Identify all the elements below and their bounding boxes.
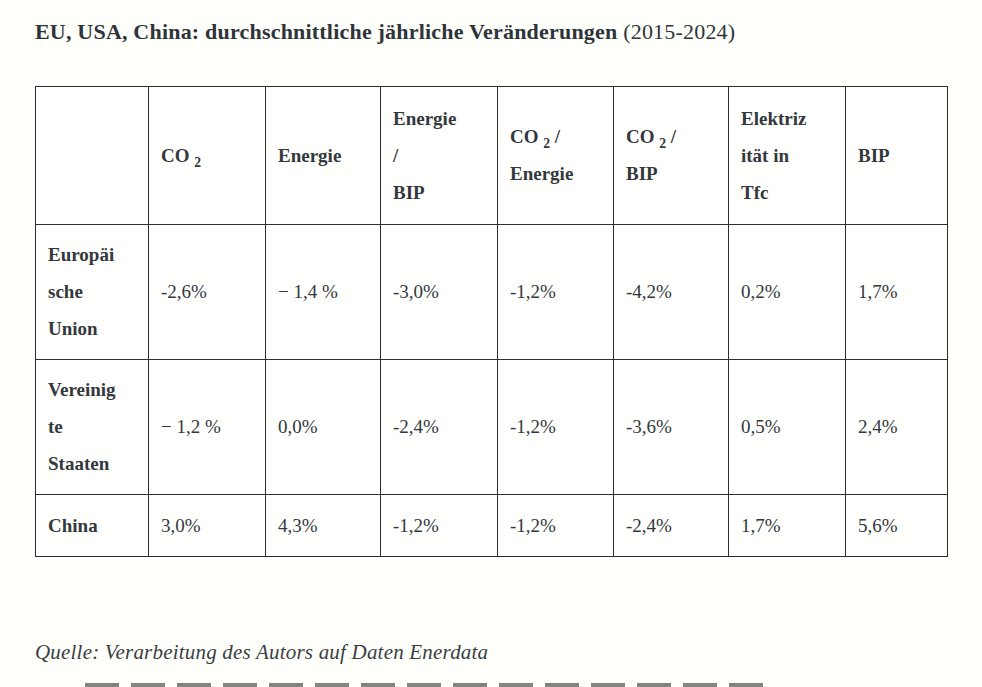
article-page: EU, USA, China: durchschnittliche jährli… xyxy=(0,0,982,687)
cell-china-energie: 4,3% xyxy=(266,494,381,556)
cell-europaeische-union-energie: − 1,4 % xyxy=(266,224,381,359)
column-header-co2-bip: CO 2 / BIP xyxy=(614,86,729,224)
cell-europaeische-union-co2: -2,6% xyxy=(149,224,266,359)
column-header-co2: CO 2 xyxy=(149,86,266,224)
table-row-china: China3,0%4,3%-1,2%-1,2%-2,4%1,7%5,6% xyxy=(36,494,948,556)
cell-vereinigte-staaten-bip: 2,4% xyxy=(846,359,948,494)
title-period: (2015-2024) xyxy=(617,19,735,44)
table-row-vereinigte-staaten: Vereinig te Staaten− 1,2 %0,0%-2,4%-1,2%… xyxy=(36,359,948,494)
cell-europaeische-union-co2-bip: -4,2% xyxy=(614,224,729,359)
cell-china-co2: 3,0% xyxy=(149,494,266,556)
cell-china-energie-bip: -1,2% xyxy=(381,494,498,556)
page-title: EU, USA, China: durchschnittliche jährli… xyxy=(35,18,947,47)
data-table: CO 2EnergieEnergie / BIPCO 2 / EnergieCO… xyxy=(35,86,948,557)
table-header-row: CO 2EnergieEnergie / BIPCO 2 / EnergieCO… xyxy=(36,86,948,224)
cell-europaeische-union-co2-energie: -1,2% xyxy=(498,224,614,359)
table-row-europaeische-union: Europäi sche Union-2,6%− 1,4 %-3,0%-1,2%… xyxy=(36,224,948,359)
title-main: EU, USA, China: durchschnittliche jährli… xyxy=(35,19,617,44)
column-header-bip: BIP xyxy=(846,86,948,224)
cell-europaeische-union-bip: 1,7% xyxy=(846,224,948,359)
column-header-energie-bip: Energie / BIP xyxy=(381,86,498,224)
cell-vereinigte-staaten-energie: 0,0% xyxy=(266,359,381,494)
cell-china-elektrizitaet-tfc: 1,7% xyxy=(729,494,846,556)
cell-europaeische-union-elektrizitaet-tfc: 0,2% xyxy=(729,224,846,359)
corner-cell xyxy=(36,86,149,224)
cell-vereinigte-staaten-co2-bip: -3,6% xyxy=(614,359,729,494)
source-caption: Quelle: Verarbeitung des Autors auf Date… xyxy=(35,640,488,665)
cell-vereinigte-staaten-co2-energie: -1,2% xyxy=(498,359,614,494)
next-content-cutoff xyxy=(85,683,765,687)
cell-china-co2-energie: -1,2% xyxy=(498,494,614,556)
row-header-china: China xyxy=(36,494,149,556)
cell-vereinigte-staaten-co2: − 1,2 % xyxy=(149,359,266,494)
cell-vereinigte-staaten-energie-bip: -2,4% xyxy=(381,359,498,494)
cell-china-co2-bip: -2,4% xyxy=(614,494,729,556)
column-header-energie: Energie xyxy=(266,86,381,224)
cell-vereinigte-staaten-elektrizitaet-tfc: 0,5% xyxy=(729,359,846,494)
cell-europaeische-union-energie-bip: -3,0% xyxy=(381,224,498,359)
column-header-co2-energie: CO 2 / Energie xyxy=(498,86,614,224)
row-header-europaeische-union: Europäi sche Union xyxy=(36,224,149,359)
cell-china-bip: 5,6% xyxy=(846,494,948,556)
row-header-vereinigte-staaten: Vereinig te Staaten xyxy=(36,359,149,494)
column-header-elektrizitaet-tfc: Elektriz ität in Tfc xyxy=(729,86,846,224)
